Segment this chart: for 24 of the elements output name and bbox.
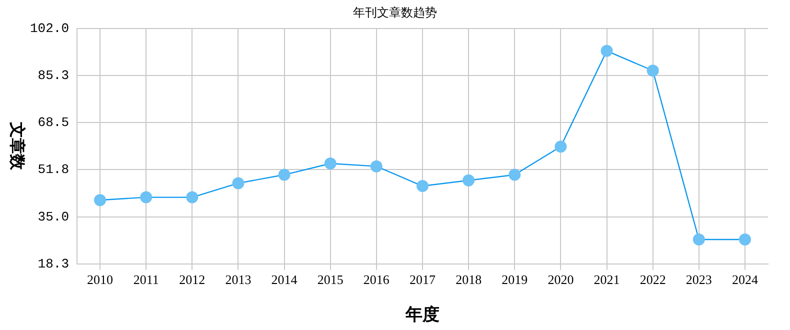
- y-tick-label: 35.0: [38, 209, 70, 224]
- y-tick-label: 68.5: [38, 115, 70, 130]
- x-tick-label: 2024: [732, 272, 758, 288]
- x-tick-label: 2017: [410, 272, 436, 288]
- y-tick-label: 85.3: [38, 68, 70, 83]
- x-tick-label: 2018: [456, 272, 482, 288]
- x-tick-label: 2021: [594, 272, 620, 288]
- x-tick-label: 2013: [225, 272, 252, 288]
- x-tick-label: 2014: [271, 272, 298, 288]
- x-tick-label: 2020: [548, 272, 574, 288]
- y-axis-title: 文章数: [8, 121, 26, 172]
- x-tick-label: 2023: [686, 272, 712, 288]
- chart-title: 年刊文章数趋势: [353, 5, 437, 20]
- y-tick-label: 102.0: [30, 20, 70, 36]
- y-tick-label: 51.8: [38, 162, 70, 178]
- x-tick-label: 2016: [363, 272, 390, 288]
- x-tick-label: 2015: [317, 272, 344, 288]
- x-tick-label: 2011: [133, 272, 159, 288]
- x-tick-label: 2022: [640, 272, 666, 288]
- x-tick-label: 2010: [87, 272, 114, 288]
- x-tick-label: 2019: [502, 272, 528, 288]
- x-axis-title: 年度: [404, 305, 440, 324]
- x-tick-label: 2012: [179, 272, 206, 288]
- y-tick-label: 18.3: [38, 256, 70, 272]
